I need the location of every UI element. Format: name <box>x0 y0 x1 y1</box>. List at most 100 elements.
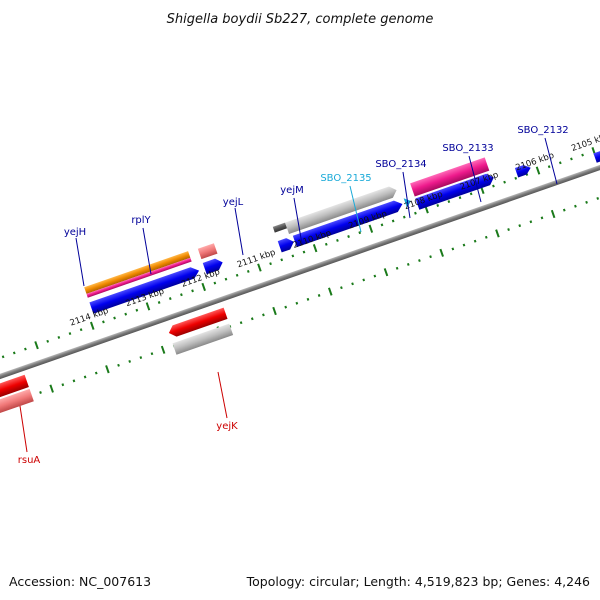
minor-tick <box>503 180 506 184</box>
gene-label-rsuA: rsuA <box>18 455 41 466</box>
minor-tick <box>492 184 495 188</box>
gene-label-rplY: rplY <box>131 215 151 226</box>
minor-tick <box>358 231 362 235</box>
leader-yejH <box>75 237 85 287</box>
minor-tick <box>362 278 366 282</box>
gene-yejK-gray <box>172 323 234 355</box>
minor-tick <box>124 312 128 316</box>
major-tick <box>550 209 556 219</box>
minor-tick <box>239 321 243 325</box>
major-tick <box>160 345 166 354</box>
minor-tick <box>79 328 83 332</box>
topology-summary: Topology: circular; Length: 4,519,823 bp… <box>246 574 590 589</box>
minor-tick <box>235 273 239 277</box>
gene-labels: yejH rplY yejL yejM SBO_2135 SBO_2134 SB… <box>18 125 569 466</box>
major-tick <box>49 384 54 393</box>
minor-tick <box>596 197 600 200</box>
minor-tick <box>157 301 161 304</box>
major-tick <box>34 341 39 350</box>
major-tick <box>495 229 500 238</box>
minor-tick <box>336 238 339 242</box>
feature-rplY-light <box>197 243 218 260</box>
minor-tick <box>246 269 250 273</box>
major-tick <box>368 224 374 233</box>
major-tick <box>439 248 444 257</box>
gene-label-yejL: yejL <box>223 197 244 208</box>
minor-tick <box>473 239 477 243</box>
minor-tick <box>250 317 254 321</box>
minor-tick <box>340 286 343 290</box>
minor-tick <box>447 200 451 204</box>
cds-rsuA-arrow <box>0 374 29 404</box>
tick-row-top <box>1 147 596 359</box>
minor-tick <box>168 297 172 301</box>
minor-tick <box>574 204 577 208</box>
major-tick <box>257 263 262 272</box>
major-tick <box>145 302 151 311</box>
feature-SBO_2134-pink <box>410 157 490 197</box>
gene-label-yejK: yejK <box>216 421 238 432</box>
minor-tick <box>462 243 466 247</box>
minor-tick <box>414 211 417 215</box>
minor-tick <box>302 250 306 254</box>
major-tick <box>312 244 318 253</box>
gene-yejM-gray <box>285 186 397 234</box>
minor-tick <box>436 204 440 207</box>
minor-tick <box>558 161 562 165</box>
minor-tick <box>529 220 533 224</box>
gene-label-SBO_2132: SBO_2132 <box>517 125 568 136</box>
minor-tick <box>351 282 354 286</box>
minor-tick <box>395 266 399 270</box>
cds-rplY-arrow <box>202 258 223 275</box>
minor-tick <box>24 347 27 351</box>
leader-yejK <box>217 371 228 419</box>
gene-label-SBO_2135: SBO_2135 <box>320 173 371 184</box>
minor-tick <box>469 192 473 196</box>
minor-tick <box>418 259 421 263</box>
gene-leaders <box>19 137 558 453</box>
cds-SBO_2132-arrow <box>593 150 600 163</box>
gene-rsuA-light <box>0 388 34 418</box>
minor-tick <box>83 375 87 379</box>
minor-tick <box>347 235 350 238</box>
forward-features <box>84 150 600 314</box>
minor-tick <box>213 281 217 285</box>
minor-tick <box>458 196 462 200</box>
major-tick <box>90 321 95 330</box>
minor-tick <box>94 371 98 375</box>
minor-tick <box>280 258 284 262</box>
leader-rsuA <box>19 405 28 453</box>
minor-tick <box>113 316 116 320</box>
minor-tick <box>324 242 328 246</box>
leader-SBO_2132 <box>544 137 558 185</box>
cds-SBO_2133-arrow <box>514 165 531 178</box>
minor-tick <box>295 301 299 305</box>
kbp-label: 2105 kbp <box>570 131 600 154</box>
genome-strip: 2114 kbp 2113 kbp 2112 kbp 2111 kbp 2110… <box>0 70 600 418</box>
feature-orange <box>84 251 191 294</box>
minor-tick <box>150 352 154 356</box>
leader-SBO_2135 <box>349 185 362 233</box>
major-tick <box>535 166 541 175</box>
minor-tick <box>269 262 272 266</box>
gene-label-SBO_2134: SBO_2134 <box>375 159 426 170</box>
minor-tick <box>507 228 510 231</box>
minor-tick <box>128 359 132 363</box>
minor-tick <box>284 305 288 309</box>
minor-tick <box>429 255 432 259</box>
minor-tick <box>46 339 50 343</box>
gene-label-yejM: yejM <box>280 185 303 196</box>
minor-tick <box>514 176 518 180</box>
minor-tick <box>570 157 573 161</box>
minor-tick <box>1 355 5 359</box>
minor-tick <box>102 320 105 324</box>
cds-yejL-arrow <box>277 238 294 253</box>
leader-SBO_2134 <box>402 171 411 219</box>
minor-tick <box>117 363 120 367</box>
leader-rplY <box>142 227 152 275</box>
minor-tick <box>317 294 321 297</box>
minor-tick <box>72 379 76 383</box>
accession-text: Accession: NC_007613 <box>9 574 151 589</box>
kbp-label: 2114 kbp <box>69 306 110 329</box>
